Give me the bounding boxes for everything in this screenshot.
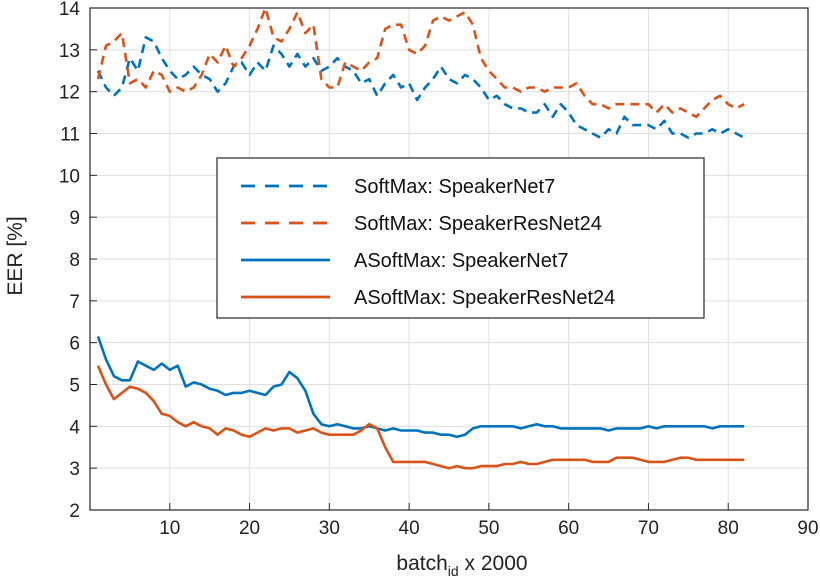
series-line-1: [96, 36, 745, 139]
x-axis-label-suffix: x 2000: [459, 552, 528, 575]
axis-ticks: 10 20 30 40 50 60 70 80 90 2 3 4 5 6 7 8 9 10 11 12 13 14: [59, 0, 819, 539]
y-axis-label: EER [%]: [4, 216, 27, 295]
y-tick-label: 11: [60, 125, 80, 146]
y-tick-label: 14: [59, 0, 81, 20]
series-line-3: [96, 335, 745, 439]
y-tick-label: 7: [69, 292, 80, 313]
x-tick-label: 70: [638, 518, 659, 539]
y-tick-label: 5: [69, 376, 80, 397]
y-tick-label: 10: [59, 166, 80, 187]
x-tick-label: 50: [478, 518, 499, 539]
y-tick-label: 6: [69, 334, 80, 355]
x-axis-label-main: batch: [396, 552, 447, 575]
legend: SoftMax: SpeakerNet7 SoftMax: SpeakerResN…: [216, 157, 705, 319]
x-tick-label: 30: [319, 518, 340, 539]
y-tick-label: 12: [59, 83, 80, 104]
legend-entry-label: SoftMax: SpeakerNet7: [354, 176, 555, 198]
x-tick-label: 40: [399, 518, 420, 539]
series-line-4: [96, 365, 745, 470]
legend-entry-label: SoftMax: SpeakerResNet24: [354, 213, 602, 235]
y-tick-label: 13: [59, 41, 80, 62]
series-line-2: [96, 6, 745, 119]
y-tick-label: 8: [69, 250, 80, 271]
x-tick-label: 80: [718, 518, 739, 539]
y-tick-label: 9: [69, 208, 80, 229]
x-axis-label: batchid x 2000: [396, 552, 527, 579]
x-tick-label: 60: [558, 518, 579, 539]
y-tick-label: 3: [69, 459, 80, 480]
y-tick-label: 2: [69, 501, 80, 522]
x-tick-label: 20: [239, 518, 260, 539]
series-lines: [96, 6, 745, 470]
legend-entry-label: ASoftMax: SpeakerResNet24: [354, 287, 615, 309]
x-axis-label-subscript: id: [448, 563, 459, 579]
legend-entry-label: ASoftMax: SpeakerNet7: [354, 250, 569, 272]
y-tick-label: 4: [69, 417, 80, 438]
x-tick-label: 10: [159, 518, 180, 539]
x-tick-label: 90: [797, 518, 818, 539]
